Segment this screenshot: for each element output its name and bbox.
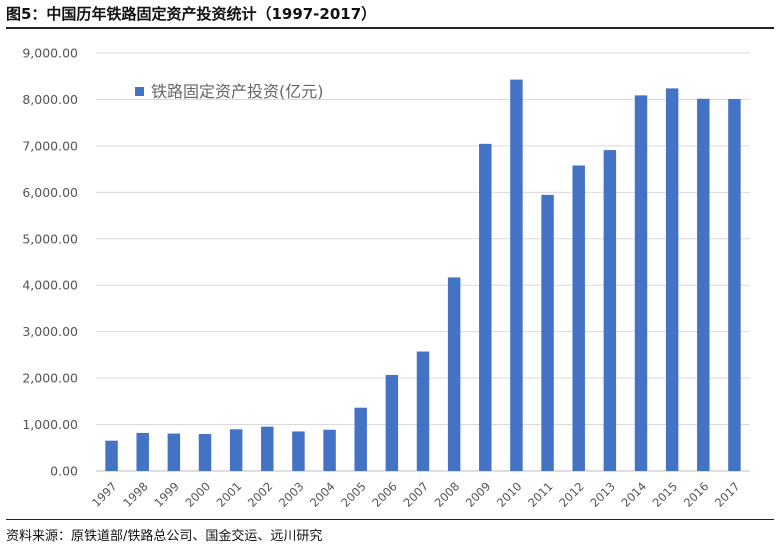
bar-2008 [447,277,461,471]
bar-2001 [229,429,243,471]
bar-chart: 0.00 1,000.00 2,000.00 3,000.00 4,000.00 5,00… [22,46,750,510]
x-tick-label: 2012 [556,479,587,510]
bar-2016 [697,98,710,472]
legend: 铁路固定资产投资(亿元) [135,82,324,101]
y-axis-ticks: 0.00 1,000.00 2,000.00 3,000.00 4,000.00 5,00… [22,46,78,479]
x-tick-label: 2013 [587,479,618,510]
y-tick-label: 1,000.00 [22,417,78,432]
x-tick-label: 1997 [89,479,120,510]
x-tick-label: 2011 [525,479,556,510]
gridlines [96,52,750,472]
page-title: 图5：中国历年铁路固定资产投资统计（1997-2017） [6,5,377,23]
x-axis-ticks: 1997 1998 1999 2000 2001 2002 2003 2004 2005 2006… [89,479,742,510]
bar-1999 [167,433,181,471]
y-tick-label: 0.00 [50,464,78,479]
x-tick-label: 1999 [151,479,182,510]
legend-swatch [135,87,144,96]
x-tick-label: 2001 [214,479,245,510]
x-tick-label: 2003 [276,479,307,510]
x-tick-label: 2014 [619,479,650,510]
legend-label: 铁路固定资产投资(亿元) [151,82,324,101]
bar-2015 [665,88,679,471]
x-tick-label: 2006 [369,479,400,510]
bar-series [105,79,741,472]
source-note: 资料来源：原铁道部/铁路总公司、国金交运、远川研究 [6,529,323,544]
bar-1998 [136,432,149,471]
bar-2011 [541,194,554,471]
x-tick-label: 2004 [307,479,338,510]
bar-2000 [198,434,212,471]
y-tick-label: 8,000.00 [22,92,78,107]
y-tick-label: 6,000.00 [22,185,78,200]
bar-2009 [479,143,492,471]
y-tick-label: 3,000.00 [22,324,78,339]
bar-2012 [572,165,585,471]
x-tick-label: 2005 [338,479,369,510]
footer-divider [6,519,774,520]
x-tick-label: 2015 [650,479,681,510]
bar-2017 [728,98,741,471]
bar-2004 [323,429,336,471]
title-divider [6,27,774,29]
bar-2005 [354,407,367,471]
y-tick-label: 4,000.00 [22,278,78,293]
bar-1997 [105,440,118,471]
bar-2006 [385,374,399,471]
x-tick-label: 1998 [120,479,151,510]
x-tick-label: 2010 [494,479,525,510]
x-tick-label: 2002 [245,479,276,510]
x-tick-label: 2000 [183,479,214,510]
y-tick-label: 5,000.00 [22,231,78,246]
bar-2007 [416,351,430,471]
x-tick-label: 2017 [712,479,743,510]
y-tick-label: 9,000.00 [22,46,78,61]
x-tick-label: 2008 [432,479,463,510]
y-tick-label: 2,000.00 [22,371,78,386]
x-tick-label: 2016 [681,479,712,510]
x-tick-label: 2007 [401,479,432,510]
bar-2014 [634,95,648,471]
bar-2003 [292,431,305,471]
bar-2002 [261,426,274,471]
x-tick-label: 2009 [463,479,494,510]
y-tick-label: 7,000.00 [22,138,78,153]
bar-2013 [603,150,617,471]
bar-2010 [510,79,523,471]
